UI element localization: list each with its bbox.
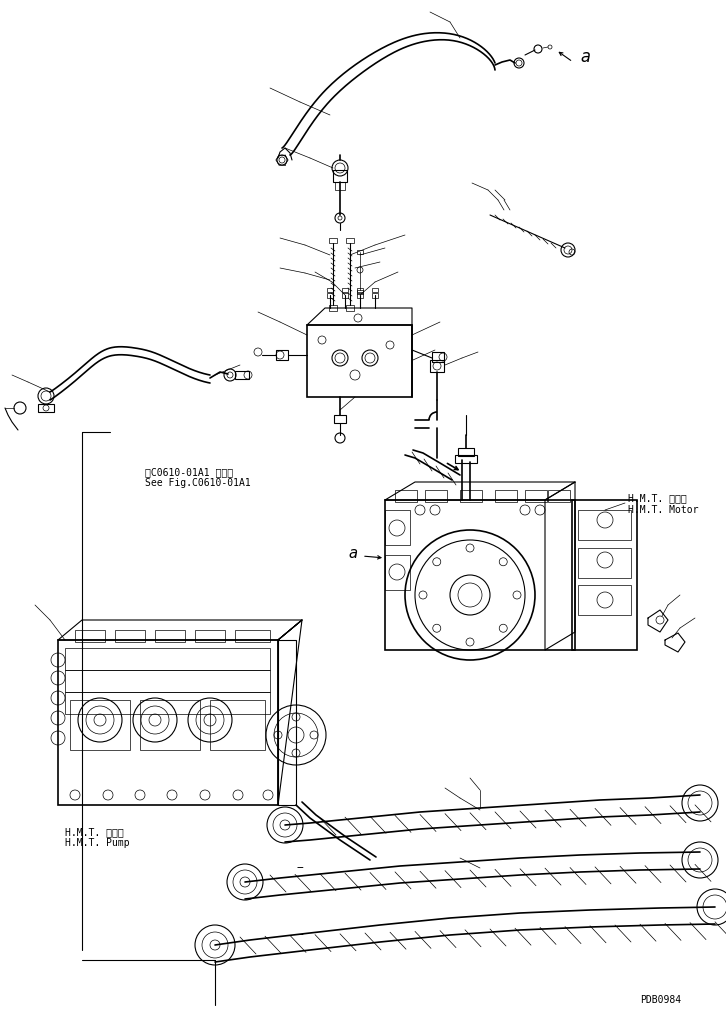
Bar	[210, 700, 265, 750]
Bar	[385, 555, 410, 590]
Bar	[329, 238, 337, 243]
Text: a: a	[348, 546, 357, 561]
Bar	[327, 288, 333, 292]
Bar	[525, 490, 547, 502]
Text: H.M.T. Motor: H.M.T. Motor	[628, 505, 698, 515]
Bar	[65, 670, 270, 692]
Bar	[548, 490, 570, 502]
Text: −: −	[297, 863, 303, 873]
Bar	[140, 700, 200, 750]
Bar	[357, 288, 363, 292]
Bar	[65, 692, 270, 714]
Bar	[495, 490, 517, 502]
Bar	[357, 250, 363, 254]
Bar	[430, 360, 444, 372]
Bar	[578, 548, 631, 578]
Bar	[235, 630, 270, 642]
Text: H.M.T. モータ: H.M.T. モータ	[628, 493, 687, 503]
Text: PDB0984: PDB0984	[640, 995, 681, 1005]
Bar	[357, 290, 363, 294]
Bar	[346, 238, 354, 243]
Bar	[115, 630, 145, 642]
Bar	[235, 371, 249, 379]
Bar	[432, 352, 444, 362]
Bar	[578, 585, 631, 615]
Bar	[572, 500, 637, 650]
Bar	[58, 640, 278, 805]
Bar	[333, 170, 347, 182]
Text: H.M.T. ポンプ: H.M.T. ポンプ	[65, 827, 123, 837]
Bar	[425, 490, 447, 502]
Bar	[342, 288, 348, 292]
Bar	[329, 305, 337, 311]
Bar	[327, 293, 333, 298]
Bar	[65, 648, 270, 670]
Bar	[460, 490, 482, 502]
Bar	[335, 182, 345, 190]
Bar	[278, 640, 296, 805]
Bar	[458, 448, 474, 456]
Bar	[70, 700, 130, 750]
Bar	[307, 325, 412, 397]
Bar	[372, 293, 378, 298]
Bar	[578, 510, 631, 540]
Text: −: −	[297, 930, 303, 940]
Bar	[385, 510, 410, 545]
Bar	[155, 630, 185, 642]
Bar	[372, 288, 378, 292]
Bar	[395, 490, 417, 502]
Text: a: a	[580, 48, 590, 66]
Bar	[195, 630, 225, 642]
Bar	[346, 305, 354, 311]
Bar	[276, 350, 288, 360]
Bar	[357, 293, 363, 298]
Bar	[455, 455, 477, 463]
Text: H.M.T. Pump: H.M.T. Pump	[65, 838, 130, 848]
Bar	[385, 500, 575, 650]
Text: See Fig.C0610-01A1: See Fig.C0610-01A1	[145, 478, 250, 488]
Bar	[334, 415, 346, 423]
Text: 第C0610-01A1 図参照: 第C0610-01A1 図参照	[145, 467, 233, 477]
Bar	[75, 630, 105, 642]
Bar	[38, 404, 54, 412]
Bar	[342, 293, 348, 298]
